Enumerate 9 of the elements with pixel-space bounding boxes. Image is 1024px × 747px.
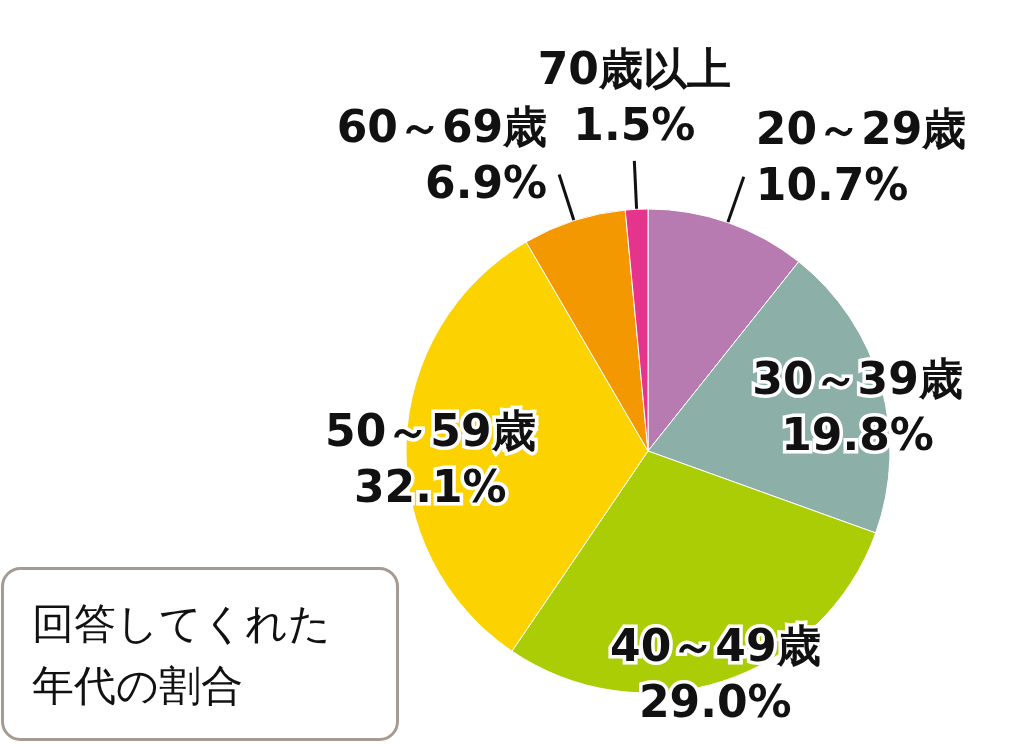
data-label: 1.5%: [573, 99, 696, 151]
data-label: 10.7%: [755, 159, 909, 211]
text: 回答してくれた年代の割合: [32, 598, 331, 710]
slice-label: 30～39歳: [752, 353, 963, 405]
slice-label: 70歳以上: [537, 43, 731, 95]
slice-label: 60～69歳: [336, 101, 548, 153]
slice-label: 20～29歳: [755, 103, 967, 155]
data-label: 6.9%: [425, 157, 548, 209]
data-label: 29.0%: [638, 675, 792, 727]
